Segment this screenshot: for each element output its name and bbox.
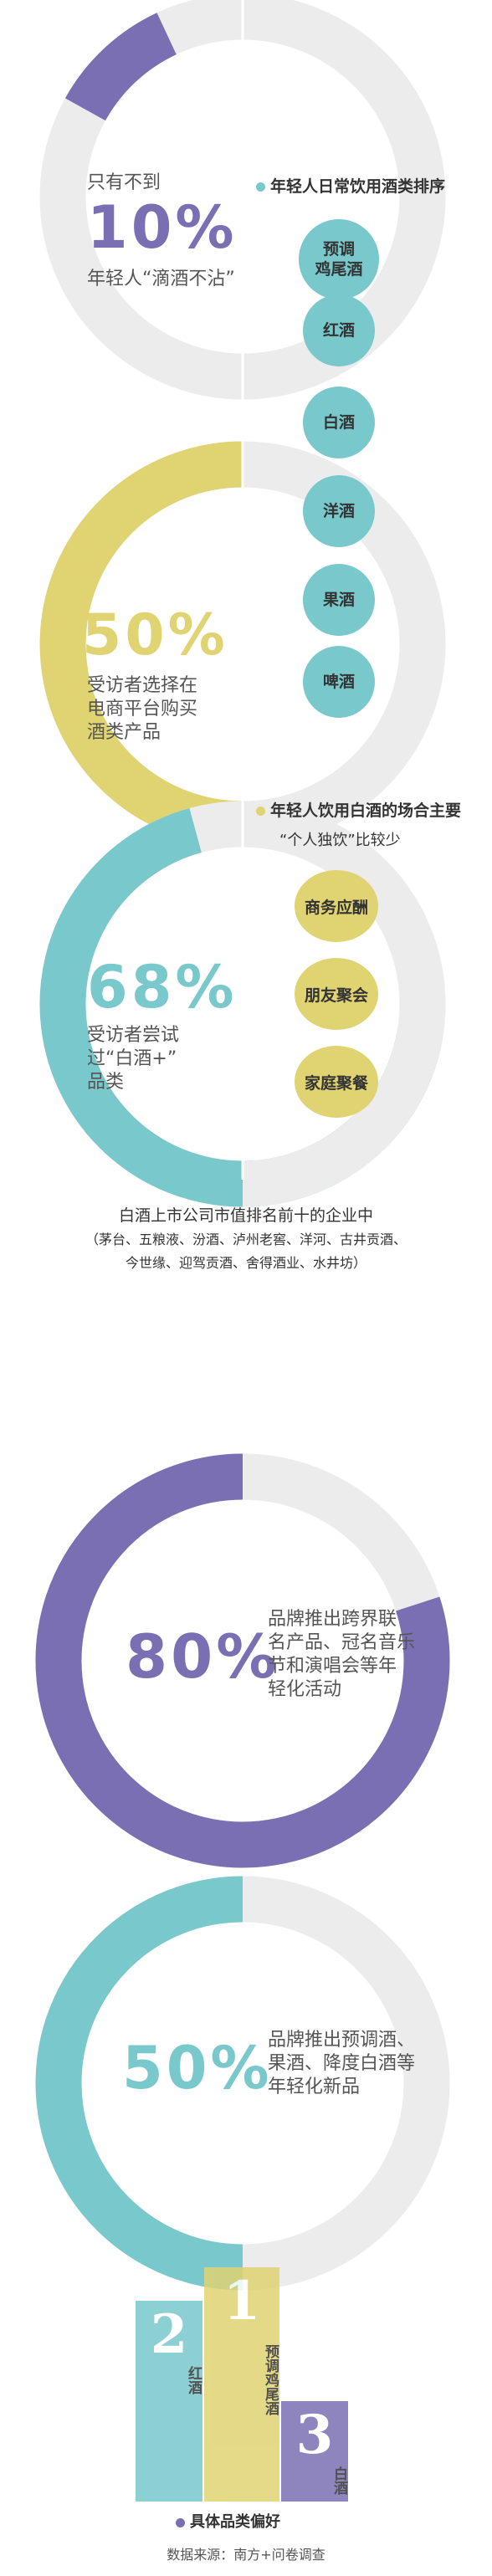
ranking-item-label: 洋酒 [322, 502, 355, 520]
s2-ring-arc [39, 441, 243, 848]
companies-line3: 今世缘、迎驾贡酒、舍得酒业、水井坊） [125, 1255, 366, 1271]
s5-ring-arc [35, 1876, 243, 2291]
s4-text: 品牌推出跨界联 名产品、冠名音乐 节和演唱会等年 轻化活动 [268, 1608, 415, 1702]
occasion-item: 商务应酬 [295, 870, 378, 942]
occasion-title: 年轻人饮用白酒的场合主要 [256, 798, 461, 821]
bar-rank-label: 1 [223, 2270, 261, 2333]
occasion-dot-icon [256, 807, 265, 816]
bar-category-label: 预调鸡尾酒 [262, 2344, 279, 2415]
s1-big-number: 10% [87, 193, 238, 262]
chart-dot-icon [176, 2517, 185, 2527]
ranking-item: 洋酒 [303, 475, 375, 547]
ranking-item: 啤酒 [303, 646, 375, 718]
ranking-item: 预调 鸡尾酒 [299, 219, 379, 300]
occasion-subtitle: “个人独饮”比较少 [279, 832, 401, 849]
s3-line: 品类 [87, 1072, 125, 1093]
ranking-item-label: 白酒 [322, 413, 355, 432]
s1-prefix: 只有不到 [87, 172, 161, 193]
ranking-item-label: 果酒 [322, 591, 355, 609]
companies-line2: （茅台、五粮液、汾酒、泸州老窖、洋河、古井贡酒、 [85, 1232, 407, 1247]
s4-line: 品牌推出跨界联 [268, 1609, 397, 1630]
s2-text: 受访者选择在 电商平台购买 酒类产品 [87, 674, 197, 745]
bar: 2 红酒 [136, 2301, 202, 2502]
chart-title: 具体品类偏好 [176, 2510, 280, 2532]
s5-line: 果酒、降度白酒等 [268, 2053, 416, 2074]
s3-line: 过“白酒+” [87, 1048, 177, 1069]
companies-line1: 白酒上市公司市值排名前十的企业中 [118, 1206, 373, 1225]
s3-deco-ring [242, 801, 446, 1207]
s3-big-number: 68% [87, 953, 238, 1022]
s1-text: 年轻人“滴酒不沾” [87, 269, 235, 289]
s2-big-number: 50% [82, 602, 228, 668]
ranking-item-label: 鸡尾酒 [315, 260, 363, 279]
bar: 1 预调鸡尾酒 [204, 2267, 279, 2502]
s4-ring-arc [35, 1453, 450, 1868]
ranking-title: 年轻人日常饮用酒类排序 [256, 174, 445, 197]
s4-big-number: 80% [126, 1621, 280, 1692]
bar-category-label: 白酒 [331, 2466, 347, 2495]
s4-line: 轻化活动 [268, 1679, 342, 1700]
ranking-item-label: 预调 [322, 240, 355, 259]
s4-line: 名产品、冠名音乐 [268, 1632, 416, 1653]
s5-line: 年轻化新品 [268, 2077, 361, 2097]
bar-rank-label: 3 [295, 2404, 334, 2466]
ranking-item: 果酒 [303, 564, 375, 636]
bar-category-label: 红酒 [185, 2366, 202, 2394]
s5-big-number: 50% [122, 2034, 273, 2102]
ranking-item: 白酒 [303, 387, 375, 458]
s4-line: 节和演唱会等年 [268, 1656, 397, 1677]
ranking-item-label: 红酒 [322, 321, 355, 340]
s3-line: 受访者尝试 [87, 1025, 180, 1046]
s5-text: 品牌推出预调酒、 果酒、降度白酒等 年轻化新品 [268, 2029, 415, 2099]
ranking-dot-icon [256, 182, 265, 192]
bar: 3 白酒 [281, 2401, 348, 2502]
ranking-item-label: 啤酒 [322, 673, 355, 691]
s2-line: 电商平台购买 [87, 699, 198, 720]
s2-line: 酒类产品 [87, 722, 161, 743]
occasion-item: 朋友聚会 [295, 958, 378, 1030]
s1-ring-arc [64, 13, 177, 121]
s2-line: 受访者选择在 [87, 675, 198, 696]
s3-text: 受访者尝试 过“白酒+” 品类 [87, 1024, 179, 1094]
ranking-item: 红酒 [303, 294, 375, 366]
source-note: 数据来源：南方+问卷调查 [167, 2547, 325, 2563]
occasion-item: 家庭聚餐 [295, 1046, 378, 1118]
bar-rank-label: 2 [150, 2303, 188, 2366]
s5-line: 品牌推出预调酒、 [268, 2030, 416, 2051]
